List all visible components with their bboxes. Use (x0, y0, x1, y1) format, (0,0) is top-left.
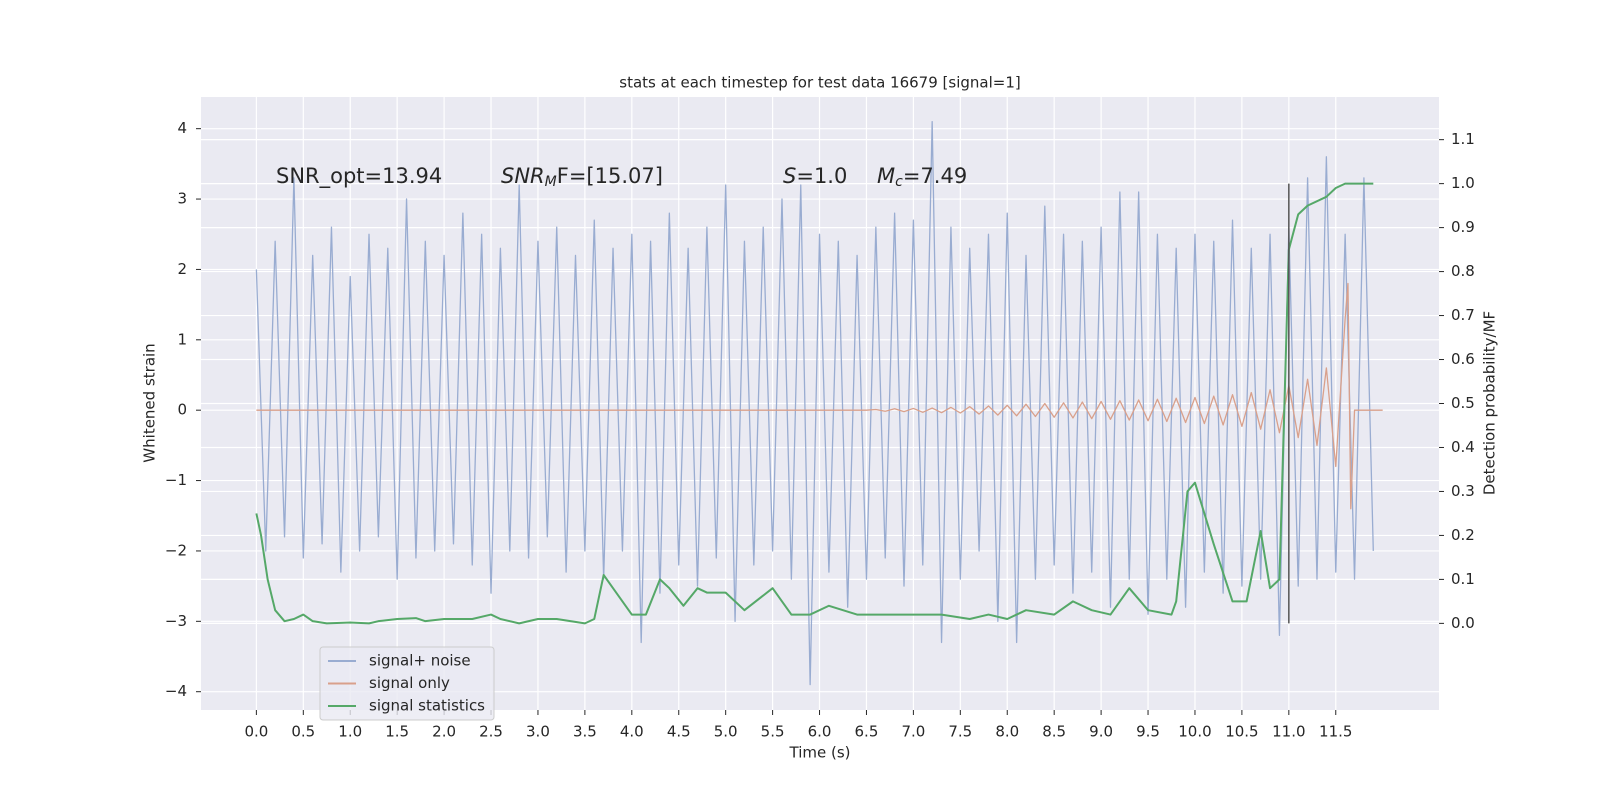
marks (255, 120, 1383, 686)
annotation: SNRMF=[15.07] (501, 164, 663, 190)
x-tick-label: 5.0 (714, 723, 738, 741)
x-tick-label: 3.5 (573, 723, 597, 741)
y-tick-label: 3 (177, 190, 187, 208)
annotation-italic: S (783, 164, 796, 188)
chart-title: stats at each timestep for test data 166… (619, 74, 1020, 92)
x-tick-label: 1.0 (338, 723, 362, 741)
annotation-text: F=[15.07] (557, 164, 663, 188)
y2-tick-label: 0.3 (1451, 482, 1475, 500)
y2-axis-label: Detection probability/MF (1481, 311, 1499, 495)
legend-label: signal only (369, 674, 450, 692)
x-tick-label: 7.0 (901, 723, 925, 741)
annotation-subscript: c (895, 174, 903, 190)
x-tick-label: 2.5 (479, 723, 503, 741)
legend: signal+ noise signal only signal statistic… (319, 646, 495, 721)
y2-tick-label: 0.0 (1451, 614, 1475, 632)
legend-label: signal statistics (369, 697, 485, 715)
x-tick-label: 2.0 (432, 723, 456, 741)
x-tick-label: 10.0 (1178, 723, 1211, 741)
x-tick-label: 7.5 (948, 723, 972, 741)
y2-tick-label: 1.1 (1451, 130, 1475, 148)
y-tick-label: −2 (165, 541, 187, 559)
y2-tick-label: 0.5 (1451, 394, 1475, 412)
annotation: SNR_opt=13.94 (276, 164, 442, 189)
y2-tick-label: 0.6 (1451, 350, 1475, 368)
series-line (255, 182, 1374, 625)
y2-tick-label: 1.0 (1451, 174, 1475, 192)
y-tick-label: −1 (165, 471, 187, 489)
y-tick-label: −4 (165, 682, 187, 700)
annotation-italic: M (877, 164, 895, 188)
x-tick-label: 11.5 (1319, 723, 1352, 741)
x-tick-label: 9.0 (1089, 723, 1113, 741)
x-tick-label: 9.5 (1136, 723, 1160, 741)
annotation-italic: SNR (501, 164, 545, 188)
x-tick-label: 5.5 (761, 723, 785, 741)
y2-tick-label: 0.1 (1451, 570, 1475, 588)
x-tick-label: 11.0 (1272, 723, 1305, 741)
series-line (256, 282, 1383, 510)
series-line (255, 120, 1374, 686)
x-tick-label: 3.0 (526, 723, 550, 741)
x-tick-label: 6.0 (808, 723, 832, 741)
y2-tick-label: 0.4 (1451, 438, 1475, 456)
x-tick-label: 10.5 (1225, 723, 1258, 741)
x-tick-label: 6.5 (855, 723, 879, 741)
y2-tick-label: 0.8 (1451, 262, 1475, 280)
y-tick-label: 1 (177, 330, 187, 348)
x-tick-label: 0.0 (244, 723, 268, 741)
y-tick-label: 2 (177, 260, 187, 278)
x-tick-label: 8.5 (1042, 723, 1066, 741)
y2-tick-label: 0.2 (1451, 526, 1475, 544)
legend-box (319, 646, 495, 721)
x-tick-label: 4.0 (620, 723, 644, 741)
annotation: S=1.0 (783, 164, 847, 188)
annotation-text: =1.0 (796, 164, 847, 188)
annotation-subscript: M (545, 174, 557, 190)
y2-tick-label: 0.9 (1451, 218, 1475, 236)
x-tick-label: 8.0 (995, 723, 1019, 741)
annotation-text: =7.49 (903, 164, 967, 188)
x-tick-label: 1.5 (385, 723, 409, 741)
y2-tick-label: 0.7 (1451, 306, 1475, 324)
y-tick-label: −3 (165, 612, 187, 630)
x-tick-label: 4.5 (667, 723, 691, 741)
x-tick-label: 0.5 (291, 723, 315, 741)
x-axis-label: Time (s) (789, 744, 851, 762)
legend-label: signal+ noise (369, 652, 471, 670)
y-tick-label: 4 (177, 119, 187, 137)
y-axis-label: Whitened strain (141, 343, 159, 462)
y-tick-label: 0 (177, 401, 187, 419)
annotation: Mc=7.49 (877, 164, 967, 190)
